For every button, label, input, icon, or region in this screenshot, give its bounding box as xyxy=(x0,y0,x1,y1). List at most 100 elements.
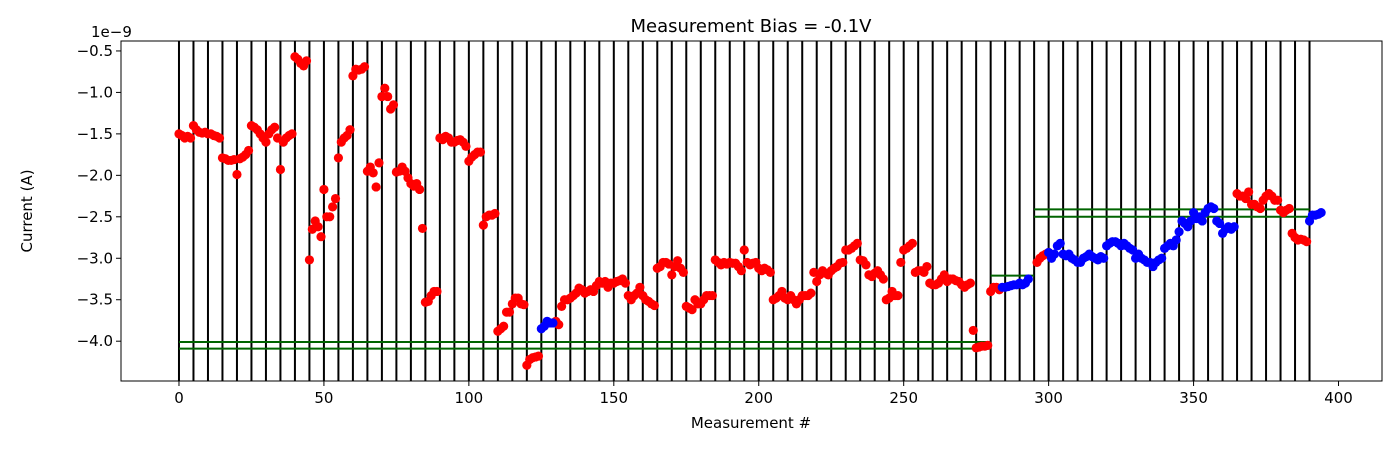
data-point-red xyxy=(275,164,286,175)
data-point-red xyxy=(667,270,677,280)
data-point-red xyxy=(185,133,196,143)
data-point-red xyxy=(968,325,978,336)
data-point-red xyxy=(478,220,488,230)
data-point-red xyxy=(983,340,993,350)
data-point-red xyxy=(313,222,323,232)
data-point-blue xyxy=(1023,274,1033,284)
data-point-red xyxy=(333,153,344,163)
data-point-red xyxy=(1284,203,1294,214)
data-point-red xyxy=(861,260,871,270)
data-point-red xyxy=(965,278,975,288)
y-tick-label: −1.0 xyxy=(77,83,113,101)
data-point-red xyxy=(499,321,509,331)
y-axis-scale-offset: 1e−9 xyxy=(91,23,132,41)
data-point-red xyxy=(806,288,816,298)
y-axis-label: Current (A) xyxy=(18,169,36,252)
data-point-red xyxy=(301,56,312,66)
data-point-red xyxy=(1273,195,1283,205)
data-point-red xyxy=(319,184,329,195)
y-axis-ticks: −4.0 −3.5 −3.0 −2.5 −2.0 −1.5 −1.0 −0.5 xyxy=(77,42,121,350)
data-point-red xyxy=(232,169,242,180)
data-point-red xyxy=(838,257,848,268)
data-point-red xyxy=(649,300,659,311)
data-point-blue xyxy=(1209,203,1219,214)
data-point-red xyxy=(896,257,906,268)
data-point-blue xyxy=(1055,238,1065,248)
y-tick-label: −0.5 xyxy=(77,42,113,60)
x-tick-label: 400 xyxy=(1324,389,1353,407)
data-point-red xyxy=(635,282,645,292)
data-point-blue xyxy=(1099,253,1109,263)
data-point-red xyxy=(504,307,515,317)
data-point-red xyxy=(417,223,428,234)
data-point-red xyxy=(345,125,355,135)
data-point-blue xyxy=(1174,227,1184,237)
data-point-red xyxy=(388,100,399,110)
y-tick-label: −1.5 xyxy=(77,125,113,143)
data-point-red xyxy=(287,129,297,139)
x-tick-label: 0 xyxy=(174,389,184,407)
data-point-red xyxy=(852,238,862,248)
data-point-red xyxy=(432,286,442,297)
data-point-blue xyxy=(1316,208,1326,218)
data-point-blue xyxy=(1049,249,1060,259)
data-point-red xyxy=(922,261,932,272)
x-axis-label: Measurement # xyxy=(691,414,811,432)
data-point-blue xyxy=(1215,218,1225,229)
x-tick-label: 300 xyxy=(1034,389,1063,407)
data-point-red xyxy=(371,182,381,192)
data-point-red xyxy=(1244,187,1254,197)
x-tick-label: 150 xyxy=(599,389,628,407)
plot-frame xyxy=(120,40,1383,382)
data-point-red xyxy=(672,256,683,266)
y-tick-label: −2.5 xyxy=(77,208,113,226)
x-tick-label: 200 xyxy=(744,389,773,407)
data-point-blue xyxy=(548,318,558,328)
data-point-red xyxy=(893,290,903,301)
y-tick-label: −3.5 xyxy=(77,291,113,309)
data-point-red xyxy=(243,145,254,156)
data-point-red xyxy=(304,255,315,265)
data-point-red xyxy=(475,147,486,157)
x-tick-label: 100 xyxy=(455,389,484,407)
data-point-red xyxy=(678,267,688,277)
data-point-red xyxy=(707,290,717,301)
data-point-red xyxy=(380,83,390,93)
data-point-blue xyxy=(1157,253,1167,263)
y-tick-label: −3.0 xyxy=(77,249,113,267)
data-point-red xyxy=(368,168,378,178)
data-point-red xyxy=(1302,237,1312,247)
data-point-red xyxy=(907,238,917,248)
data-point-blue xyxy=(1229,222,1239,232)
data-point-red xyxy=(620,278,631,288)
data-point-red xyxy=(736,266,746,276)
data-point-red xyxy=(325,212,335,222)
data-point-blue xyxy=(1197,216,1207,226)
chart-title: Measurement Bias = -0.1V xyxy=(630,16,872,37)
data-point-red xyxy=(519,300,529,310)
vertical-lines-group xyxy=(177,41,1311,381)
data-points-group xyxy=(174,52,1326,370)
data-point-red xyxy=(533,351,544,361)
data-point-red xyxy=(687,305,697,315)
y-tick-label: −4.0 xyxy=(77,332,113,350)
data-point-red xyxy=(739,245,749,255)
data-point-red xyxy=(374,158,384,168)
data-point-red xyxy=(490,208,500,219)
data-point-red xyxy=(359,62,370,72)
data-point-red xyxy=(765,267,775,277)
data-point-red xyxy=(261,137,271,147)
data-point-red xyxy=(328,202,338,212)
data-point-red xyxy=(414,184,425,195)
x-tick-label: 50 xyxy=(314,389,333,407)
data-point-red xyxy=(461,141,471,151)
data-point-red xyxy=(1255,203,1265,214)
data-point-red xyxy=(270,122,280,132)
data-point-red xyxy=(316,232,326,242)
x-axis-ticks: 0 50 100 150 200 250 300 350 400 xyxy=(174,381,1353,407)
x-tick-label: 350 xyxy=(1179,389,1208,407)
y-tick-label: −2.0 xyxy=(77,166,113,184)
data-point-red xyxy=(330,193,341,204)
data-point-red xyxy=(214,133,225,143)
